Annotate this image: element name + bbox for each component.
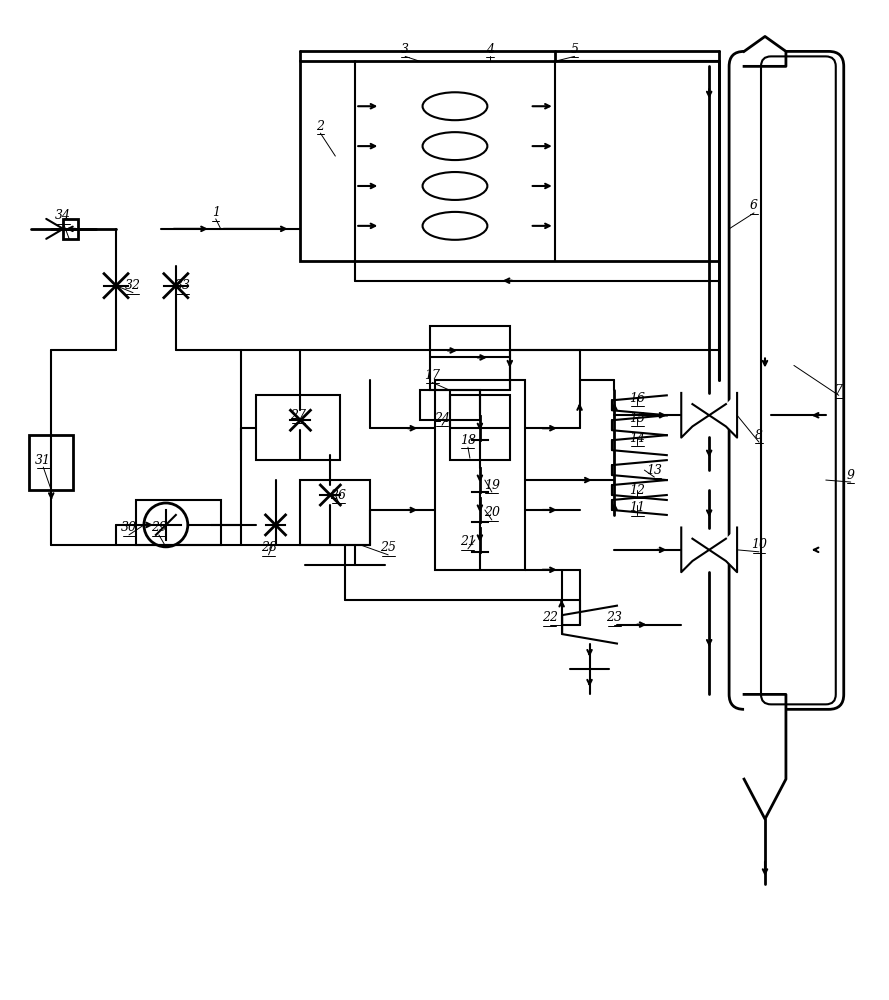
Text: 29: 29 [151, 521, 167, 534]
Text: 28: 28 [260, 541, 276, 554]
Bar [29, 435, 73, 490]
Text: 6: 6 [750, 199, 758, 212]
Text: 22: 22 [541, 611, 557, 624]
Text: 23: 23 [606, 611, 622, 624]
Polygon shape [562, 606, 617, 644]
Ellipse shape [422, 132, 487, 160]
Ellipse shape [422, 172, 487, 200]
Text: 2: 2 [316, 120, 324, 133]
Text: 25: 25 [380, 541, 396, 554]
Polygon shape [612, 395, 667, 415]
Ellipse shape [422, 92, 487, 120]
Polygon shape [744, 694, 786, 819]
Text: 17: 17 [424, 369, 440, 382]
Text: 8: 8 [755, 429, 763, 442]
Bar [63, 219, 78, 239]
Text: 15: 15 [629, 412, 645, 425]
Polygon shape [709, 393, 737, 438]
Circle shape [144, 503, 188, 547]
Polygon shape [612, 495, 667, 515]
Bar [420, 390, 480, 420]
Text: 4: 4 [486, 43, 494, 56]
Text: 34: 34 [55, 209, 71, 222]
Text: 13: 13 [646, 464, 662, 477]
Polygon shape [612, 415, 667, 435]
Text: 1: 1 [212, 206, 220, 219]
Text: 32: 32 [125, 279, 141, 292]
Text: 18: 18 [460, 434, 476, 447]
Bar [136, 500, 220, 545]
Bar [435, 380, 525, 570]
Bar [300, 480, 370, 545]
Text: 30: 30 [121, 521, 137, 534]
Text: 33: 33 [175, 279, 191, 292]
Text: 21: 21 [460, 535, 476, 548]
Polygon shape [681, 393, 709, 438]
Text: 10: 10 [751, 538, 767, 551]
Text: 9: 9 [846, 469, 854, 482]
Text: 19: 19 [484, 479, 500, 492]
Text: 12: 12 [629, 484, 645, 497]
Text: 31: 31 [36, 454, 52, 467]
Text: 27: 27 [291, 409, 307, 422]
Bar [430, 326, 509, 390]
Polygon shape [709, 528, 737, 572]
Text: 20: 20 [484, 506, 500, 519]
Text: 16: 16 [629, 392, 645, 405]
Text: 14: 14 [629, 432, 645, 445]
Polygon shape [681, 528, 709, 572]
Text: 5: 5 [571, 43, 579, 56]
Bar [450, 395, 509, 460]
Polygon shape [612, 460, 667, 480]
Polygon shape [612, 480, 667, 500]
Text: 26: 26 [331, 489, 347, 502]
Polygon shape [612, 435, 667, 455]
Bar [256, 395, 340, 460]
FancyBboxPatch shape [729, 51, 844, 709]
Text: 7: 7 [835, 384, 843, 397]
Text: 3: 3 [401, 43, 409, 56]
Ellipse shape [422, 212, 487, 240]
Text: 24: 24 [434, 412, 450, 425]
Polygon shape [744, 36, 786, 66]
Bar [300, 61, 719, 261]
Text: 11: 11 [629, 501, 645, 514]
